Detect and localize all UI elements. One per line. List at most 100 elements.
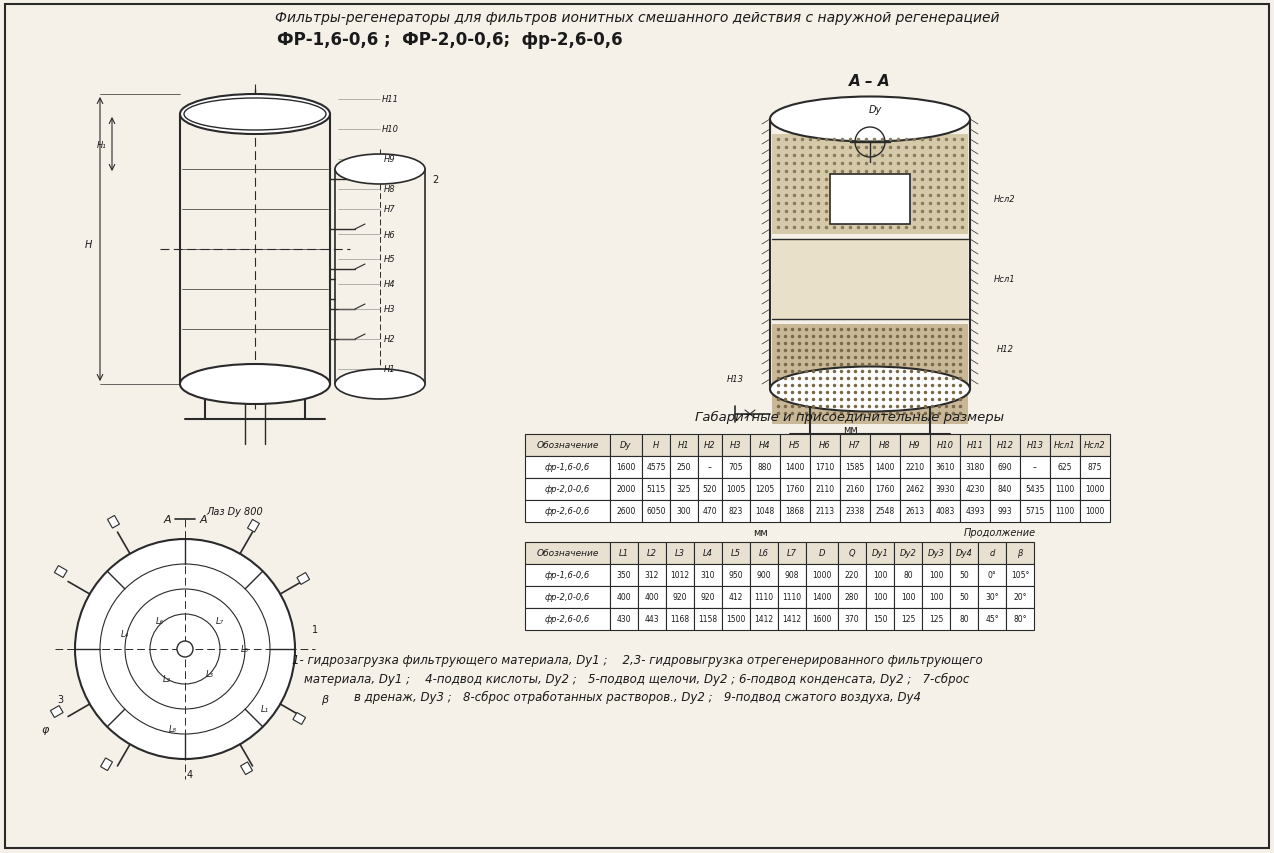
Bar — [840, 456, 870, 479]
Text: 2000: 2000 — [617, 485, 636, 494]
Text: 125: 125 — [901, 615, 915, 624]
Text: 2113: 2113 — [815, 507, 834, 516]
Bar — [930, 479, 961, 501]
Bar — [838, 565, 866, 586]
Bar — [930, 456, 961, 479]
Text: Dy1: Dy1 — [871, 548, 888, 558]
Text: 350: 350 — [617, 571, 632, 580]
Text: 625: 625 — [1057, 463, 1073, 472]
Text: H6: H6 — [819, 441, 831, 450]
Bar — [950, 586, 978, 608]
Text: 50: 50 — [959, 593, 968, 602]
Bar — [870, 434, 899, 456]
Bar — [1080, 479, 1110, 501]
Bar — [1020, 501, 1050, 522]
Bar — [961, 456, 990, 479]
Text: H8: H8 — [879, 441, 891, 450]
Text: H4: H4 — [759, 441, 771, 450]
Ellipse shape — [335, 154, 426, 185]
Bar — [694, 586, 722, 608]
Text: 1158: 1158 — [698, 615, 717, 624]
Text: 1205: 1205 — [755, 485, 775, 494]
Text: 1048: 1048 — [755, 507, 775, 516]
Bar — [107, 516, 120, 529]
Bar — [642, 479, 670, 501]
Text: D: D — [819, 548, 826, 558]
Text: 1168: 1168 — [670, 615, 689, 624]
Text: 470: 470 — [703, 507, 717, 516]
Ellipse shape — [180, 364, 330, 404]
Bar — [670, 456, 698, 479]
Text: 3180: 3180 — [966, 463, 985, 472]
Text: Продолжение: Продолжение — [964, 527, 1036, 537]
Bar — [922, 586, 950, 608]
Bar — [772, 325, 968, 425]
Text: Q: Q — [848, 548, 855, 558]
Text: в дренаж, Dy3 ;   8-сброс отработанных растворов., Dy2 ;   9-подвод сжатого возд: в дренаж, Dy3 ; 8-сброс отработанных рас… — [353, 689, 921, 703]
Text: L1: L1 — [619, 548, 629, 558]
Text: 1- гидрозагрузка фильтрующего материала, Dy1 ;    2,3- гидровыгрузка отрегенерир: 1- гидрозагрузка фильтрующего материала,… — [292, 653, 982, 667]
Text: L₄: L₄ — [121, 630, 129, 639]
Text: L5: L5 — [731, 548, 741, 558]
Text: 1400: 1400 — [875, 463, 894, 472]
Text: 993: 993 — [998, 507, 1013, 516]
Text: Dy3: Dy3 — [927, 548, 944, 558]
Bar — [698, 501, 722, 522]
Bar — [930, 501, 961, 522]
Bar — [698, 434, 722, 456]
Text: 880: 880 — [758, 463, 772, 472]
Text: фр-1,6-0,6: фр-1,6-0,6 — [545, 571, 590, 580]
Text: 1760: 1760 — [785, 485, 805, 494]
Text: H9: H9 — [385, 155, 396, 165]
Bar — [525, 434, 610, 456]
Bar — [978, 543, 1006, 565]
Ellipse shape — [180, 95, 330, 135]
Text: Hсл2: Hсл2 — [1084, 441, 1106, 450]
Bar — [840, 434, 870, 456]
Text: Обозначение: Обозначение — [536, 441, 599, 450]
Text: H10: H10 — [936, 441, 953, 450]
Text: 1710: 1710 — [815, 463, 834, 472]
Text: фр-2,6-0,6: фр-2,6-0,6 — [545, 507, 590, 516]
Text: 100: 100 — [873, 571, 887, 580]
Bar — [750, 479, 780, 501]
Bar — [1050, 434, 1080, 456]
Bar — [870, 501, 899, 522]
Text: 80: 80 — [903, 571, 912, 580]
Text: H2: H2 — [705, 441, 716, 450]
Bar — [894, 565, 922, 586]
Bar — [722, 501, 750, 522]
Text: 1000: 1000 — [813, 571, 832, 580]
Bar — [642, 501, 670, 522]
Text: 2462: 2462 — [906, 485, 925, 494]
Bar — [866, 543, 894, 565]
Text: 1400: 1400 — [813, 593, 832, 602]
Text: H2: H2 — [385, 335, 396, 344]
Bar — [722, 479, 750, 501]
Circle shape — [75, 539, 296, 759]
Bar — [899, 479, 930, 501]
Text: 412: 412 — [729, 593, 743, 602]
Text: 1000: 1000 — [1085, 485, 1105, 494]
Text: фр-1,6-0,6: фр-1,6-0,6 — [545, 463, 590, 472]
Bar — [610, 543, 638, 565]
Bar — [866, 608, 894, 630]
Bar — [978, 565, 1006, 586]
Bar — [990, 501, 1020, 522]
Text: H4: H4 — [385, 280, 396, 289]
Bar — [780, 479, 810, 501]
Text: H8: H8 — [385, 185, 396, 194]
Text: 1100: 1100 — [1055, 507, 1075, 516]
Bar — [780, 501, 810, 522]
Bar — [297, 573, 310, 585]
Text: 3: 3 — [57, 694, 62, 705]
Text: L₆: L₆ — [155, 617, 164, 626]
Text: Лаз Dy 800: Лаз Dy 800 — [206, 507, 264, 516]
Bar — [930, 434, 961, 456]
Ellipse shape — [769, 97, 970, 142]
Text: 2548: 2548 — [875, 507, 894, 516]
Text: H1: H1 — [678, 441, 689, 450]
Text: β: β — [321, 694, 329, 705]
Text: L₈: L₈ — [169, 725, 177, 734]
Text: 908: 908 — [785, 571, 799, 580]
